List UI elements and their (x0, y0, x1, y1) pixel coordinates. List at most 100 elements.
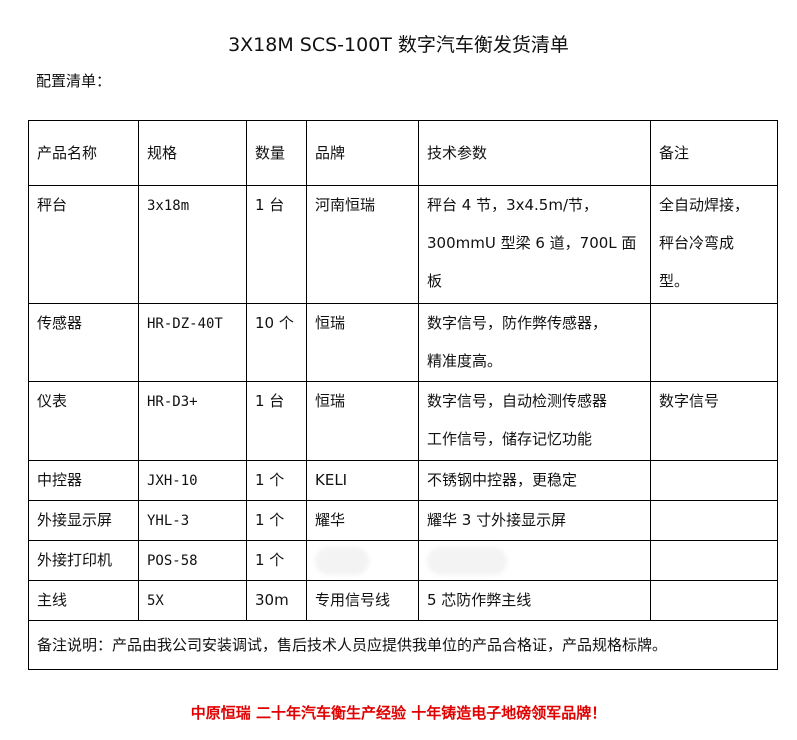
note-cell: 备注说明：产品由我公司安装调试，售后技术人员应提供我单位的产品合格证，产品规格标… (28, 620, 778, 670)
product-name: 主线 (37, 591, 68, 609)
product-name: 外接显示屏 (37, 511, 113, 529)
spec-cell: POS-58 (138, 540, 247, 581)
redacted-blur (427, 546, 507, 575)
spec: 3x18m (147, 198, 190, 214)
product-name-cell: 外接打印机 (28, 540, 139, 581)
spec: JXH-10 (147, 473, 198, 489)
product-name: 外接打印机 (37, 551, 113, 569)
text-line: 耀华 3 寸外接显示屏 (427, 511, 567, 529)
text-line: 秤台冷弯成 (659, 234, 735, 252)
document-title: 3X18M SCS-100T 数字汽车衡发货清单 (228, 34, 569, 56)
tech-params-cell (418, 540, 651, 581)
brand: 耀华 (315, 511, 346, 529)
brand: 恒瑞 (315, 392, 346, 410)
remark-cell (650, 500, 778, 541)
product-name: 秤台 (37, 196, 68, 214)
product-name-cell: 中控器 (28, 460, 139, 501)
text-line: 型。 (659, 272, 690, 290)
redacted-blur (315, 546, 369, 575)
quantity-cell: 1 个 (246, 540, 307, 581)
remark-cell (650, 540, 778, 581)
table-row: 中控器 JXH-10 1 个 KELI 不锈钢中控器，更稳定 (28, 460, 778, 501)
tech-params-cell: 秤台 4 节，3x4.5m/节， 300mmU 型梁 6 道，700L 面板 (418, 185, 651, 304)
brand: 恒瑞 (315, 314, 346, 332)
brand: KELI (315, 471, 348, 489)
brand-cell: 河南恒瑞 (306, 185, 419, 304)
tech-params-cell: 数字信号，防作弊传感器， 精准度高。 (418, 303, 651, 382)
brand-cell: KELI (306, 460, 419, 501)
header-cell: 技术参数 (418, 120, 651, 186)
text-line: 数字信号，自动检测传感器 (427, 392, 608, 410)
text-line: 数字信号 (659, 392, 720, 410)
product-name-cell: 外接显示屏 (28, 500, 139, 541)
spec: HR-DZ-40T (147, 316, 223, 332)
text-line: 数字信号，防作弊传感器， (427, 314, 608, 332)
quantity: 10 个 (255, 314, 294, 332)
text-line: 全自动焊接， (659, 196, 750, 214)
header-cell: 规格 (138, 120, 247, 186)
brand-cell: 耀华 (306, 500, 419, 541)
header-cell: 品牌 (306, 120, 419, 186)
tech-params-cell: 5 芯防作弊主线 (418, 580, 651, 621)
spec: 5X (147, 593, 164, 609)
text-line: 5 芯防作弊主线 (427, 591, 532, 609)
product-name: 仪表 (37, 392, 68, 410)
product-name-cell: 仪表 (28, 381, 139, 461)
note-row: 备注说明：产品由我公司安装调试，售后技术人员应提供我单位的产品合格证，产品规格标… (28, 620, 778, 670)
brand: 专用信号线 (315, 591, 391, 609)
text-line: 精准度高。 (427, 352, 503, 370)
tech-params-cell: 数字信号，自动检测传感器 工作信号，储存记忆功能 (418, 381, 651, 461)
header-cell: 产品名称 (28, 120, 139, 186)
quantity: 1 个 (255, 511, 285, 529)
text-line: 秤台 4 节，3x4.5m/节， (427, 196, 599, 214)
table-row: 秤台 3x18m 1 台 河南恒瑞 秤台 4 节，3x4.5m/节， 300mmU 型梁 … (28, 185, 778, 304)
brand-cell: 恒瑞 (306, 381, 419, 461)
tech-params-cell: 不锈钢中控器，更稳定 (418, 460, 651, 501)
product-name-cell: 秤台 (28, 185, 139, 304)
product-name-cell: 传感器 (28, 303, 139, 382)
quantity: 1 个 (255, 471, 285, 489)
brand-cell: 恒瑞 (306, 303, 419, 382)
quantity-cell: 1 个 (246, 500, 307, 541)
quantity-cell: 1 个 (246, 460, 307, 501)
remark-cell (650, 580, 778, 621)
text-line: 工作信号，储存记忆功能 (427, 430, 593, 448)
remark-cell: 数字信号 (650, 381, 778, 461)
product-name: 中控器 (37, 471, 83, 489)
table-row: 仪表 HR-D3+ 1 台恒瑞 数字信号，自动检测传感器 工作信号，储存记忆功能 数字信号 (28, 381, 778, 461)
brand: 河南恒瑞 (315, 196, 376, 214)
spec-cell: HR-D3+ (138, 381, 247, 461)
table-row: 传感器 HR-DZ-40T 10 个 恒瑞 数字信号，防作弊传感器， 精准度高。 (28, 303, 778, 382)
table-row: 外接打印机 POS-58 1 个 (28, 540, 778, 581)
quantity-cell: 1 台 (246, 381, 307, 461)
spec: YHL-3 (147, 513, 190, 529)
quantity-cell: 10 个 (246, 303, 307, 382)
brand-cell (306, 540, 419, 581)
table-row: 外接显示屏 YHL-3 1 个 耀华 耀华 3 寸外接显示屏 (28, 500, 778, 541)
quantity: 1 个 (255, 551, 285, 569)
text-line: 300mmU 型梁 6 道，700L 面板 (427, 234, 637, 290)
spec-cell: HR-DZ-40T (138, 303, 247, 382)
config-list-label: 配置清单： (36, 72, 112, 90)
table-row: 主线 5X 30m 专用信号线 5 芯防作弊主线 (28, 580, 778, 621)
remark-cell (650, 460, 778, 501)
table-header-row: 产品名称 规格 数量 品牌 技术参数 备注 (28, 120, 778, 186)
spec-cell: JXH-10 (138, 460, 247, 501)
product-name: 传感器 (37, 314, 83, 332)
product-name-cell: 主线 (28, 580, 139, 621)
spec: POS-58 (147, 553, 198, 569)
brand-cell: 专用信号线 (306, 580, 419, 621)
header-cell: 数量 (246, 120, 307, 186)
spec-cell: YHL-3 (138, 500, 247, 541)
quantity-cell: 1 台 (246, 185, 307, 304)
company-slogan: 中原恒瑞 二十年汽车衡生产经验 十年铸造电子地磅领军品牌！ (190, 704, 607, 722)
quantity: 1 台 (255, 196, 285, 214)
spec-cell: 3x18m (138, 185, 247, 304)
spec: HR-D3+ (147, 394, 198, 410)
remark-cell: 全自动焊接， 秤台冷弯成型。 (650, 185, 778, 304)
quantity: 1 台 (255, 392, 285, 410)
remark-cell (650, 303, 778, 382)
text-line: 不锈钢中控器，更稳定 (427, 471, 578, 489)
shipping-list-table: 产品名称 规格 数量 品牌 技术参数 备注 秤台 3x18m 1 台 河南恒瑞 秤台 4… (28, 120, 778, 670)
quantity: 30m (255, 591, 289, 609)
